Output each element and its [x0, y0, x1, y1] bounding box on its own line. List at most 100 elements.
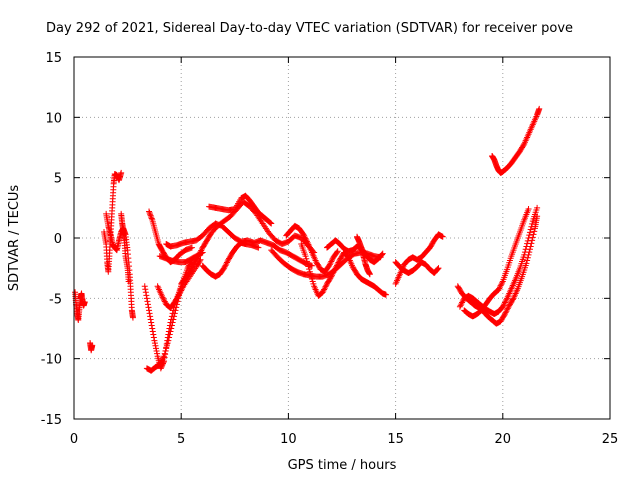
- data-point: [167, 328, 174, 335]
- series-arc-19: [354, 233, 373, 278]
- data-point: [190, 261, 197, 268]
- data-point: [328, 272, 335, 279]
- data-point: [195, 253, 202, 260]
- x-tick-label: 5: [177, 432, 185, 447]
- data-point: [188, 264, 195, 271]
- data-point: [496, 285, 503, 292]
- data-point: [222, 262, 229, 269]
- series-arc-14: [206, 192, 275, 227]
- data-point: [153, 348, 160, 355]
- data-point: [163, 345, 170, 352]
- data-point: [143, 292, 150, 299]
- data-point: [142, 289, 149, 296]
- data-point: [170, 316, 177, 323]
- data-point: [161, 297, 168, 304]
- data-point: [523, 243, 530, 250]
- data-point: [168, 325, 175, 332]
- data-point: [221, 263, 228, 270]
- data-point: [168, 322, 175, 329]
- data-point: [198, 247, 205, 254]
- data-point: [335, 259, 342, 266]
- data-point: [458, 300, 465, 307]
- data-point: [333, 263, 340, 270]
- data-point: [530, 231, 537, 238]
- data-point: [194, 254, 201, 261]
- data-points: [72, 105, 543, 374]
- data-point: [221, 265, 228, 272]
- data-point: [303, 258, 310, 265]
- data-point: [504, 306, 511, 313]
- data-point: [178, 286, 185, 293]
- data-point: [328, 258, 335, 265]
- data-point: [502, 309, 509, 316]
- data-point: [524, 257, 531, 264]
- data-point: [268, 220, 275, 227]
- data-point: [178, 287, 185, 294]
- x-tick-label: 15: [387, 432, 404, 447]
- data-point: [147, 316, 154, 323]
- data-point: [503, 308, 510, 315]
- grid: [74, 57, 610, 419]
- data-point: [160, 354, 167, 361]
- data-point: [330, 269, 337, 276]
- data-point: [158, 358, 165, 365]
- data-point: [501, 299, 508, 306]
- data-point: [187, 267, 194, 274]
- data-point: [521, 249, 528, 256]
- y-tick-label: 15: [45, 51, 62, 66]
- y-tick-label: -5: [49, 292, 62, 307]
- data-point: [151, 340, 158, 347]
- data-point: [176, 291, 183, 298]
- data-point: [456, 303, 463, 310]
- data-point: [169, 319, 176, 326]
- data-point: [327, 274, 334, 281]
- data-point: [152, 342, 159, 349]
- series-arc-16: [283, 222, 341, 275]
- data-point: [118, 169, 125, 176]
- data-point: [495, 286, 502, 293]
- data-point: [524, 254, 531, 261]
- data-point: [306, 266, 313, 273]
- data-point: [496, 284, 503, 291]
- series-arc-13: [199, 239, 262, 280]
- data-point: [331, 267, 338, 274]
- data-point: [326, 262, 333, 269]
- data-point: [336, 258, 343, 265]
- data-point: [302, 253, 309, 260]
- data-point: [322, 283, 329, 290]
- data-point: [146, 209, 153, 216]
- data-point: [435, 265, 442, 272]
- data-point: [160, 295, 167, 302]
- data-point: [505, 303, 512, 310]
- data-point: [171, 310, 178, 317]
- data-point: [173, 304, 180, 311]
- data-point: [188, 265, 195, 272]
- data-point: [150, 331, 157, 338]
- tick-labels: 0 5 10 15 20 25 -15 -10 -5 0 5 10 15: [41, 51, 619, 447]
- data-point: [303, 237, 310, 244]
- data-point: [529, 220, 536, 227]
- data-point: [457, 302, 464, 309]
- data-point: [196, 250, 203, 257]
- y-tick-label: -15: [41, 413, 62, 428]
- data-point: [166, 334, 173, 341]
- data-point: [142, 286, 149, 293]
- data-point: [146, 310, 153, 317]
- data-point: [162, 348, 169, 355]
- y-axis-label: SDTVAR / TECUs: [7, 185, 22, 292]
- data-point: [499, 303, 506, 310]
- data-point: [147, 313, 154, 320]
- data-point: [531, 228, 538, 235]
- data-point: [498, 281, 505, 288]
- data-point: [148, 214, 155, 221]
- data-point: [327, 259, 334, 266]
- data-point: [146, 307, 153, 314]
- data-point: [525, 206, 532, 213]
- data-point: [379, 251, 386, 258]
- data-point: [197, 248, 204, 255]
- data-point: [148, 319, 155, 326]
- data-point: [382, 291, 389, 298]
- data-point: [321, 285, 328, 292]
- data-point: [303, 238, 310, 245]
